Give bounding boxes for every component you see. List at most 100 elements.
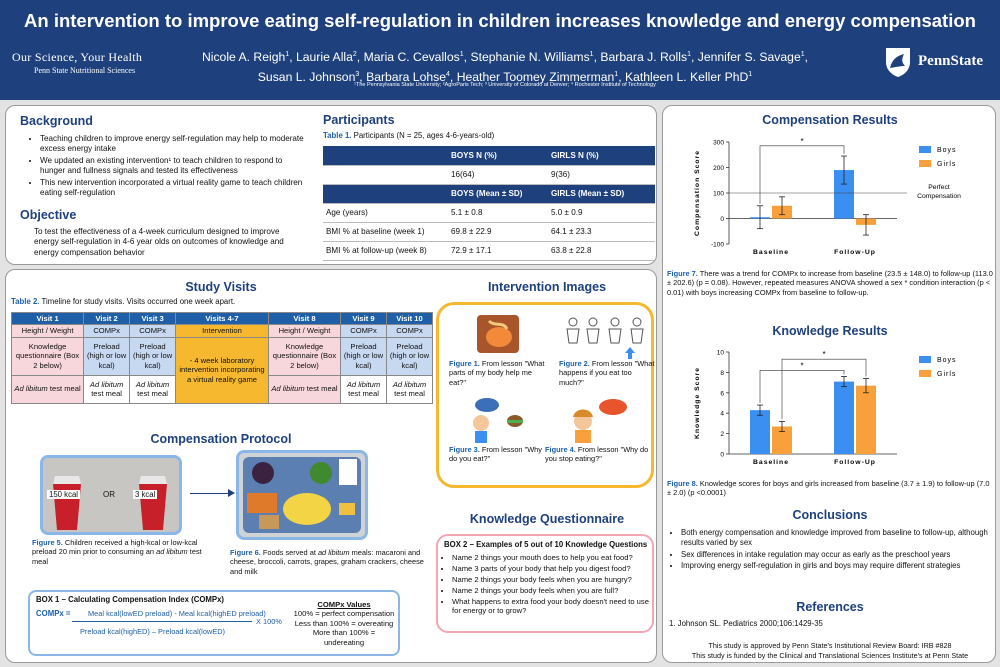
methods-panel: Study Visits Table 2. Timeline for study… [5, 269, 657, 663]
y-axis-label: Compensation Score [694, 150, 701, 236]
table-cell: 64.1 ± 23.3 [548, 222, 655, 242]
poster-header: An intervention to improve eating self-r… [0, 0, 1000, 100]
low-kcal-label: 3 kcal [133, 490, 158, 499]
compx-value-item: 100% = perfect compensation [293, 609, 395, 619]
legend-label-girls: Girls [937, 161, 956, 168]
table-header-cell: GIRLS N (%) [548, 146, 655, 166]
box2-knowledge-questions: BOX 2 – Examples of 5 out of 10 Knowledg… [436, 534, 654, 633]
knowledge-question: Name 2 things your body feels when you a… [452, 575, 652, 584]
table1-caption-text: Participants (N = 25, ages 4-6-years-old… [353, 131, 495, 140]
department-logo: Our Science, Your Health Penn State Nutr… [12, 50, 142, 75]
compx-values-title: COMPx Values [317, 600, 371, 609]
significance-marker: * [800, 137, 803, 146]
table-cell: Preload (high or low kcal) [129, 336, 177, 376]
intervention-images-box: Figure 1. From lesson "What parts of my … [436, 302, 654, 488]
y-tick-label: 200 [713, 165, 724, 172]
table-cell: 63.8 ± 22.8 [548, 241, 655, 261]
ad-libitum-text: Ad libitum [392, 379, 427, 389]
y-tick-label: 4 [720, 411, 724, 418]
author-affiliation-mark: 1 [748, 71, 753, 79]
formula-denominator: Preload kcal(highED) – Preload kcal(lowE… [80, 627, 225, 636]
intervention-images-heading: Intervention Images [487, 280, 607, 294]
meal-tray-image [243, 457, 361, 533]
conclusion-bullet: Both energy compensation and knowledge i… [681, 528, 993, 548]
test-meal-text: test meal [137, 389, 168, 399]
table-cell [323, 165, 448, 185]
legend-label-girls: Girls [937, 371, 956, 378]
participants-table: BOYS N (%) GIRLS N (%) 16(64) 9(36) BOYS… [323, 146, 655, 261]
table-cell: Ad libitum test meal [83, 374, 131, 404]
y-tick-label: 10 [717, 350, 725, 357]
legend-label-boys: Boys [937, 357, 957, 364]
background-bullet: This new intervention incorporated a vir… [40, 178, 307, 199]
participants-heading: Participants [323, 113, 395, 127]
table-header-cell: BOYS (Mean ± SD) [448, 184, 548, 204]
funding-statement: This study is funded by the Clinical and… [691, 651, 969, 660]
conclusions-heading: Conclusions [792, 508, 868, 522]
bar-girls-follow-up [856, 385, 876, 454]
preload-photo: 150 kcal OR 3 kcal [40, 455, 182, 535]
table-header-row: BOYS (Mean ± SD) GIRLS (Mean ± SD) [323, 184, 655, 204]
references-heading: References [796, 600, 864, 614]
table-cell: 16(64) [448, 165, 548, 185]
author-name: Susan L. Johnson3 [257, 70, 360, 85]
table-row: Knowledge questionnaire (Box 2 below) Pre… [10, 336, 433, 404]
author-affiliation-mark: 1 [687, 51, 691, 58]
table-row: Age (years) 5.1 ± 0.8 5.0 ± 0.9 [323, 203, 655, 223]
table-row: 16(64) 9(36) [323, 165, 655, 185]
table-header-cell: Visit 3 [129, 311, 177, 326]
author-name: Nicole A. Reigh1 [201, 50, 290, 65]
knowledge-question: Name 2 things your body feels when you a… [452, 586, 652, 595]
table-header-cell: GIRLS (Mean ± SD) [548, 184, 655, 204]
author-name: Jennifer S. Savage1 [697, 50, 805, 65]
legend-swatch-boys [919, 146, 931, 153]
arrow-up-icon [625, 347, 635, 359]
significance-bracket [759, 145, 845, 204]
table-cell: Ad libitum test meal [10, 374, 85, 404]
conclusion-bullet: Sex differences in intake regulation may… [681, 550, 993, 560]
bar-boys-baseline [750, 410, 770, 454]
figure3-caption: Figure 3. From lesson "Why do you eat?" [449, 445, 542, 464]
y-tick-label: 100 [713, 191, 724, 198]
table-cell: Preload (high or low kcal) [386, 336, 433, 376]
table-row: BMI % at follow-up (week 8) 72.9 ± 17.1 … [323, 241, 655, 261]
table-cell: Ad libitum test meal [267, 374, 342, 404]
background-list: Teaching children to improve energy self… [22, 134, 307, 200]
ad-libitum-text: Ad libitum [346, 379, 381, 389]
table-cell: Ad libitum test meal [386, 374, 433, 404]
background-bullet: Teaching children to improve energy self… [40, 134, 307, 155]
author-name: Maria C. Cevallos1 [363, 50, 464, 65]
ad-libitum-text: Ad libitum [135, 379, 170, 389]
author-affiliation-mark: 2 [352, 51, 357, 58]
test-meal-text: test meal [91, 389, 122, 399]
table-cell: Preload (high or low kcal) [83, 336, 131, 376]
ad-libitum-text: Ad libitum [89, 379, 124, 389]
study-visits-table: Visit 1 Visit 2 Visit 3 Visits 4-7 Visit 8 Vi… [10, 311, 433, 404]
knowledge-results-heading: Knowledge Results [772, 324, 888, 338]
table-cell: COMPx [386, 324, 433, 338]
formula-numerator: Meal kcal(lowED preload) - Meal kcal(hig… [88, 609, 266, 618]
knowledge-question: Name 3 parts of your body that help you … [452, 564, 652, 573]
table1-label: Table 1. [323, 131, 352, 140]
author-affiliation-mark: 1 [800, 51, 805, 58]
table-cell: Height / Weight [10, 324, 85, 338]
department-slogan: Our Science, Your Health [12, 50, 143, 64]
author-name: Stephanie N. Williams1 [470, 50, 594, 65]
bar-girls-baseline [772, 426, 792, 454]
table-cell: Preload (high or low kcal) [340, 336, 387, 376]
study-visits-heading: Study Visits [185, 280, 257, 294]
compx-value-item: More than 100% = undereating [312, 628, 376, 647]
table2-label: Table 2. [11, 297, 40, 306]
high-kcal-label: 150 kcal [47, 490, 81, 499]
figure6-caption: Figure 6. Foods served at ad libitum mea… [230, 548, 424, 576]
table-cell: COMPx [83, 324, 131, 338]
knowledge-chart: 0 2 4 6 8 10 Knowledge Score Baseline Follow-Up B… [694, 350, 957, 467]
poster-title: An intervention to improve eating self-r… [24, 10, 976, 31]
arrow-right-icon [228, 489, 235, 497]
table-header-cell: BOYS N (%) [448, 146, 548, 166]
table1-caption: Table 1. Participants (N = 25, ages 4-6-… [323, 131, 494, 140]
table-header-cell: Visit 2 [83, 311, 131, 326]
table-cell: Knowledge questionnaire (Box 2 below) [267, 336, 342, 376]
knowledge-question-list: Name 2 things your mouth does to help yo… [440, 553, 652, 617]
y-tick-label: 8 [720, 370, 724, 377]
